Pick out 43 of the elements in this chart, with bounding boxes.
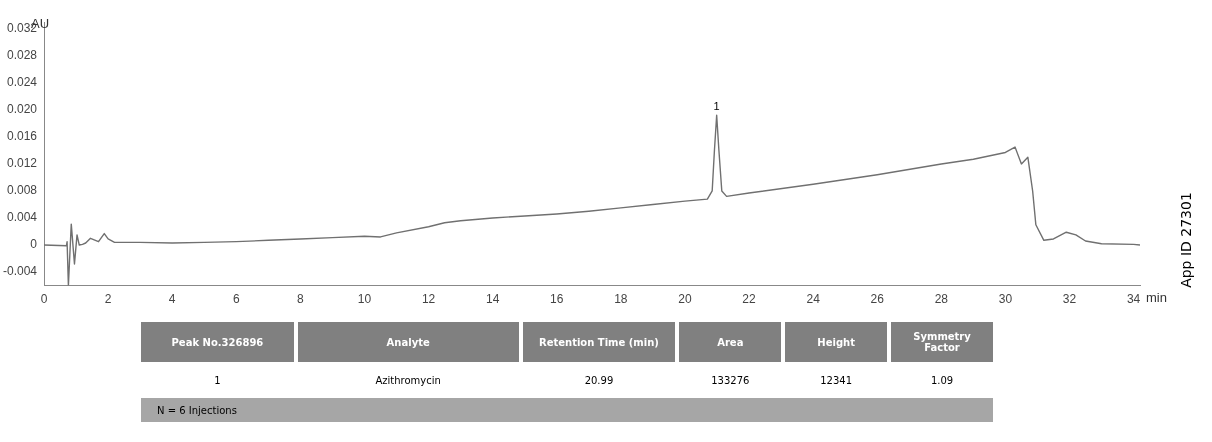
x-tick-label: 18 bbox=[614, 292, 628, 307]
x-tick-label: 4 bbox=[168, 292, 176, 307]
x-tick-label: 14 bbox=[485, 292, 500, 307]
annotation: 1 bbox=[713, 99, 720, 112]
text: 1.09 bbox=[929, 373, 955, 388]
text: Azithromycin bbox=[374, 373, 442, 388]
text: 133276 bbox=[710, 373, 751, 388]
y-tick-label: 0 bbox=[30, 237, 38, 252]
x-tick-label: 10 bbox=[357, 292, 372, 307]
y-tick-label: 0.012 bbox=[6, 156, 38, 171]
text: App ID 27301 bbox=[1178, 192, 1194, 288]
text: Symmetry Factor bbox=[891, 322, 993, 362]
text: N = 6 Injections bbox=[141, 398, 993, 422]
x-tick-label: 24 bbox=[806, 292, 821, 307]
text: Peak No.326896 bbox=[141, 322, 294, 362]
x-tick-label: 22 bbox=[742, 292, 757, 307]
text: Area bbox=[679, 322, 782, 362]
x-tick-label: 12 bbox=[421, 292, 436, 307]
x-tick-label: 0 bbox=[40, 292, 48, 307]
x-tick-label: 34 bbox=[1126, 292, 1141, 307]
x-tick-label: 8 bbox=[297, 292, 305, 307]
y-tick-label: 0.028 bbox=[6, 48, 38, 63]
x-tick-label: 20 bbox=[678, 292, 692, 307]
x-tick-label: 6 bbox=[232, 292, 240, 307]
text: Height bbox=[785, 322, 888, 362]
x-tick-label: 16 bbox=[550, 292, 564, 307]
y-tick-label: -0.004 bbox=[2, 264, 38, 279]
text: Retention Time (min) bbox=[522, 322, 676, 362]
x-tick-label: 26 bbox=[870, 292, 885, 307]
text: Analyte bbox=[297, 322, 519, 362]
y-tick-label: 0.008 bbox=[6, 183, 38, 198]
y-tick-label: 0.024 bbox=[6, 75, 38, 90]
text: 1 bbox=[213, 373, 222, 388]
text: 20.99 bbox=[583, 373, 615, 388]
y-tick-label: 0.020 bbox=[6, 102, 38, 117]
x-axis-title: min bbox=[1146, 289, 1167, 305]
y-tick-label: 0.016 bbox=[6, 129, 38, 144]
text: 12341 bbox=[819, 373, 854, 388]
x-tick-label: 2 bbox=[104, 292, 112, 307]
x-tick-label: 32 bbox=[1062, 292, 1077, 307]
x-tick-label: 30 bbox=[998, 292, 1013, 307]
y-tick-label: 0.004 bbox=[6, 210, 38, 225]
x-tick-label: 28 bbox=[934, 292, 949, 307]
